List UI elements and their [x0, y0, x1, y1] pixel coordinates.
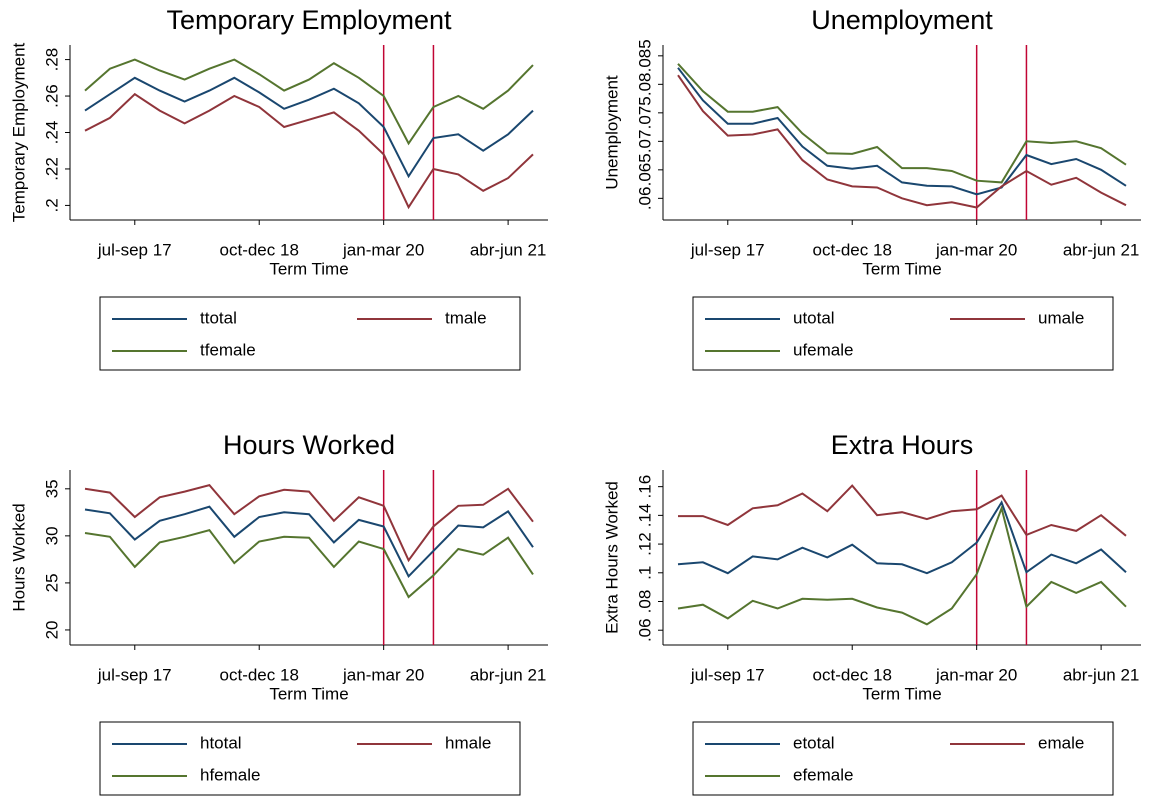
x-tick-label: jul-sep 17 [97, 240, 172, 259]
x-axis-label: Term Time [269, 684, 348, 703]
y-tick-label: .08 [635, 73, 654, 97]
legend-label: umale [1038, 308, 1084, 327]
chart-title: Hours Worked [223, 430, 395, 460]
y-tick-label: .22 [42, 157, 61, 181]
y-tick-label: 35 [42, 479, 61, 498]
legend-box [692, 296, 1114, 371]
series-line [84, 529, 534, 599]
x-tick-label: oct-dec 18 [220, 665, 299, 684]
y-tick-label: .16 [635, 475, 654, 499]
legend-label: ufemale [793, 340, 853, 359]
y-tick-label: .085 [635, 39, 654, 72]
y-tick-label: .14 [635, 504, 654, 528]
legend-box [692, 721, 1114, 796]
x-tick-label: jan-mar 20 [342, 240, 424, 259]
y-tick-label: 30 [42, 526, 61, 545]
y-tick-label: .06 [635, 187, 654, 211]
chart-title: Unemployment [811, 5, 993, 35]
x-axis-label: Term Time [269, 259, 348, 278]
legend-box [99, 296, 521, 371]
legend-label: htotal [200, 733, 242, 752]
series-line [84, 505, 534, 579]
y-tick-label: .28 [42, 48, 61, 72]
x-tick-label: jul-sep 17 [690, 240, 765, 259]
x-tick-label: jul-sep 17 [97, 665, 172, 684]
x-axis-label: Term Time [862, 259, 941, 278]
legend-box [99, 721, 521, 796]
legend-label: efemale [793, 765, 853, 784]
legend-label: hfemale [200, 765, 260, 784]
series-line [677, 74, 1127, 209]
x-tick-label: abr-jun 21 [470, 240, 547, 259]
y-tick-label: .075 [635, 96, 654, 129]
legend-label: ttotal [200, 308, 237, 327]
x-tick-label: abr-jun 21 [1063, 665, 1140, 684]
legend-label: tmale [445, 308, 487, 327]
y-tick-label: .26 [42, 84, 61, 108]
legend-label: utotal [793, 308, 835, 327]
y-tick-label: .24 [42, 121, 61, 145]
y-tick-label: .06 [635, 618, 654, 642]
y-tick-label: 20 [42, 620, 61, 639]
series-line [677, 500, 1127, 575]
chart-title: Temporary Employment [166, 5, 452, 35]
series-line [84, 92, 534, 210]
y-tick-label: 25 [42, 573, 61, 592]
x-tick-label: jan-mar 20 [342, 665, 424, 684]
y-axis-label: Temporary Employment [9, 42, 28, 222]
series-line [84, 483, 534, 563]
legend-label: etotal [793, 733, 835, 752]
series-line [678, 484, 1127, 537]
y-tick-label: .2 [42, 198, 61, 212]
y-axis-label: Extra Hours Worked [602, 481, 621, 634]
series-line [677, 63, 1127, 184]
x-tick-label: oct-dec 18 [813, 665, 892, 684]
y-axis-label: Unemployment [602, 75, 621, 190]
series-line [677, 67, 1127, 196]
y-tick-label: .12 [635, 532, 654, 556]
y-tick-label: .08 [635, 590, 654, 614]
x-tick-label: jan-mar 20 [935, 240, 1017, 259]
x-tick-label: oct-dec 18 [220, 240, 299, 259]
x-tick-label: abr-jun 21 [1063, 240, 1140, 259]
legend-label: tfemale [200, 340, 256, 359]
y-tick-label: .065 [635, 153, 654, 186]
x-tick-label: oct-dec 18 [813, 240, 892, 259]
x-axis-label: Term Time [862, 684, 941, 703]
x-tick-label: abr-jun 21 [470, 665, 547, 684]
y-tick-label: .1 [635, 566, 654, 580]
chart-title: Extra Hours [831, 430, 974, 460]
x-tick-label: jan-mar 20 [935, 665, 1017, 684]
series-line [84, 58, 534, 146]
y-axis-label: Hours Worked [9, 503, 28, 611]
series-line [84, 76, 534, 179]
legend-label: hmale [445, 733, 491, 752]
y-tick-label: .07 [635, 130, 654, 154]
series-line [677, 504, 1127, 626]
x-tick-label: jul-sep 17 [690, 665, 765, 684]
legend-label: emale [1038, 733, 1084, 752]
